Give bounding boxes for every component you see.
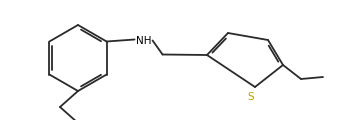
Text: NH: NH — [136, 36, 151, 45]
Text: S: S — [248, 92, 254, 102]
